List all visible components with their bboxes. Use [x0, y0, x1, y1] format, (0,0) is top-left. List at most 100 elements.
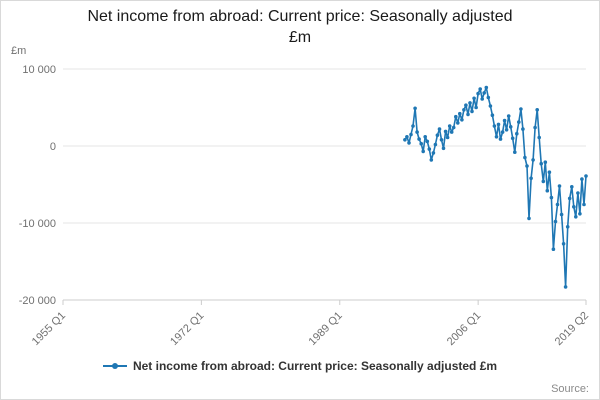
- data-point[interactable]: [486, 95, 491, 100]
- legend-item[interactable]: Net income from abroad: Current price: S…: [102, 359, 497, 373]
- data-point[interactable]: [403, 138, 407, 142]
- data-point[interactable]: [502, 118, 507, 123]
- data-point[interactable]: [557, 184, 562, 188]
- x-tick-label: 1955 Q1: [30, 310, 68, 348]
- data-point[interactable]: [555, 202, 560, 207]
- data-point[interactable]: [484, 85, 489, 90]
- data-point[interactable]: [456, 121, 460, 125]
- data-point[interactable]: [435, 133, 440, 137]
- data-point[interactable]: [533, 125, 537, 130]
- data-point[interactable]: [551, 247, 556, 251]
- data-point[interactable]: [431, 151, 436, 155]
- data-point[interactable]: [553, 219, 558, 224]
- data-point[interactable]: [405, 135, 409, 139]
- data-point[interactable]: [437, 127, 442, 131]
- data-point[interactable]: [519, 107, 523, 111]
- data-point[interactable]: [565, 225, 570, 229]
- data-point[interactable]: [409, 132, 413, 137]
- chart-title: Net income from abroad: Current price: S…: [1, 7, 599, 49]
- source-label: Source:: [551, 383, 589, 395]
- y-axis-unit-label: £m: [11, 45, 27, 57]
- data-point[interactable]: [570, 185, 574, 189]
- data-point[interactable]: [417, 137, 421, 141]
- data-point[interactable]: [543, 160, 548, 164]
- data-point[interactable]: [574, 215, 578, 219]
- data-point[interactable]: [541, 179, 546, 184]
- data-point[interactable]: [547, 170, 552, 174]
- data-point[interactable]: [407, 141, 411, 145]
- x-tick-label: 2019 Q2: [553, 310, 591, 348]
- data-point[interactable]: [447, 124, 452, 128]
- data-point[interactable]: [576, 191, 580, 195]
- data-point[interactable]: [480, 97, 485, 101]
- plot-area[interactable]: 10 000 0 -10 000 -20 000 1955 Q1 1972 Q1 1989 …: [1, 59, 600, 359]
- data-point[interactable]: [425, 139, 430, 144]
- data-point[interactable]: [510, 136, 515, 141]
- data-point[interactable]: [490, 113, 495, 117]
- data-point[interactable]: [498, 137, 503, 141]
- data-point[interactable]: [578, 212, 582, 216]
- data-point[interactable]: [496, 122, 501, 127]
- data-point[interactable]: [506, 114, 511, 118]
- data-point[interactable]: [529, 176, 533, 181]
- data-point[interactable]: [500, 130, 505, 134]
- x-tick-label: 1972 Q1: [168, 310, 206, 348]
- data-point[interactable]: [515, 131, 519, 136]
- data-point[interactable]: [472, 96, 476, 101]
- data-point[interactable]: [441, 146, 446, 151]
- data-point[interactable]: [460, 118, 464, 122]
- data-point[interactable]: [508, 125, 513, 129]
- data-point[interactable]: [443, 129, 448, 134]
- data-point[interactable]: [439, 138, 444, 142]
- data-point[interactable]: [433, 142, 438, 147]
- data-point[interactable]: [549, 195, 554, 200]
- data-point[interactable]: [464, 103, 468, 107]
- data-point[interactable]: [580, 177, 584, 181]
- data-point[interactable]: [521, 127, 525, 131]
- data-point[interactable]: [462, 108, 466, 112]
- data-point[interactable]: [470, 109, 474, 114]
- data-point[interactable]: [504, 128, 509, 132]
- data-point[interactable]: [423, 135, 428, 139]
- data-point[interactable]: [563, 285, 568, 289]
- data-point[interactable]: [567, 196, 572, 201]
- data-point[interactable]: [482, 91, 487, 95]
- data-point[interactable]: [419, 141, 424, 146]
- data-point[interactable]: [539, 161, 543, 166]
- data-point[interactable]: [458, 111, 462, 116]
- chart-title-line2: £m: [288, 28, 312, 46]
- data-point[interactable]: [531, 158, 535, 162]
- data-point[interactable]: [527, 216, 531, 221]
- data-point[interactable]: [513, 150, 517, 154]
- data-point[interactable]: [572, 205, 576, 209]
- data-point[interactable]: [427, 147, 432, 151]
- data-point[interactable]: [535, 108, 539, 112]
- data-point[interactable]: [494, 135, 499, 139]
- data-point[interactable]: [468, 101, 472, 105]
- data-point[interactable]: [517, 120, 521, 124]
- data-point[interactable]: [466, 112, 470, 117]
- data-point[interactable]: [561, 242, 566, 246]
- data-point[interactable]: [559, 212, 564, 217]
- data-point[interactable]: [449, 130, 454, 134]
- data-point[interactable]: [488, 104, 493, 108]
- legend: Net income from abroad: Current price: S…: [1, 359, 599, 373]
- data-point[interactable]: [478, 87, 483, 91]
- data-point[interactable]: [545, 188, 550, 193]
- data-point[interactable]: [445, 135, 450, 140]
- data-point[interactable]: [476, 91, 480, 96]
- data-point[interactable]: [584, 174, 588, 178]
- data-point[interactable]: [492, 124, 497, 128]
- data-point[interactable]: [474, 105, 478, 110]
- data-point[interactable]: [413, 106, 417, 111]
- data-point[interactable]: [451, 125, 456, 130]
- data-point[interactable]: [429, 158, 434, 162]
- data-point[interactable]: [523, 155, 527, 160]
- data-point[interactable]: [537, 135, 541, 140]
- data-point[interactable]: [454, 114, 458, 119]
- data-point[interactable]: [421, 149, 426, 154]
- data-point[interactable]: [582, 202, 586, 207]
- data-point[interactable]: [415, 130, 419, 134]
- data-point[interactable]: [411, 124, 415, 128]
- data-point[interactable]: [525, 164, 529, 168]
